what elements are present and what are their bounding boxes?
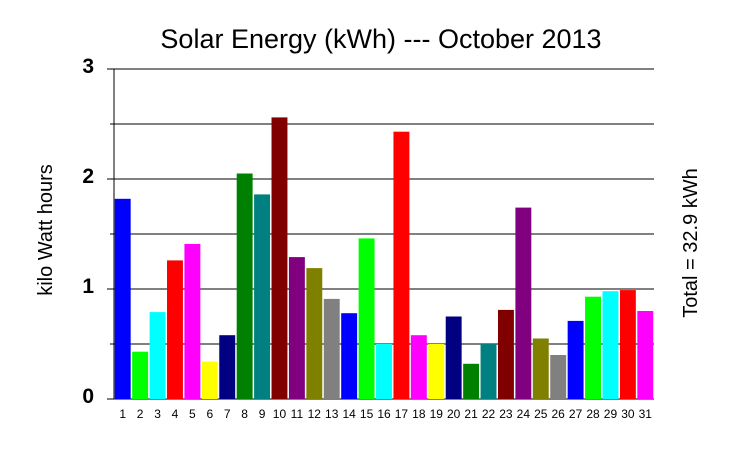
- bar: [271, 117, 288, 400]
- bar: [585, 296, 601, 399]
- x-tick-label: 9: [259, 407, 266, 421]
- x-tick-label: 25: [534, 407, 548, 421]
- bar: [358, 238, 375, 399]
- bar: [236, 173, 253, 399]
- x-tick-label: 12: [308, 407, 322, 421]
- x-tick-label: 20: [447, 407, 461, 421]
- x-tick-label: 1: [119, 407, 126, 421]
- bar: [114, 198, 131, 399]
- x-tick-label: 21: [464, 407, 478, 421]
- bar: [393, 131, 410, 399]
- x-tick-label: 3: [154, 407, 161, 421]
- bar: [149, 312, 166, 399]
- bar: [567, 320, 584, 399]
- x-tick-label: 29: [604, 407, 618, 421]
- bar: [132, 351, 149, 399]
- bar: [376, 344, 392, 399]
- bar: [201, 361, 218, 399]
- bar: [619, 290, 636, 399]
- x-tick-label: 7: [224, 407, 231, 421]
- x-tick-label: 10: [273, 407, 287, 421]
- bar: [341, 313, 358, 399]
- bar: [254, 194, 271, 399]
- x-tick-label: 11: [291, 407, 304, 421]
- bar: [428, 344, 445, 399]
- y-tick-label: 3: [82, 55, 94, 78]
- bar: [515, 207, 532, 399]
- x-tick-label: 18: [412, 407, 426, 421]
- bar: [480, 344, 497, 399]
- x-tick-label: 27: [569, 407, 583, 421]
- y-axis-label: kilo Watt hours: [35, 164, 57, 296]
- x-tick-label: 8: [241, 407, 248, 421]
- bar: [410, 335, 427, 399]
- bar: [445, 316, 462, 399]
- x-tick-label: 4: [172, 407, 179, 421]
- bars: [114, 117, 654, 400]
- x-tick-label: 24: [517, 407, 531, 421]
- bar: [497, 309, 514, 399]
- bar: [637, 311, 654, 399]
- y-tick-label: 0: [82, 385, 94, 408]
- bar: [184, 243, 201, 399]
- bar: [288, 257, 305, 399]
- bar: [550, 355, 567, 399]
- bar: [219, 335, 236, 399]
- x-tick-label: 5: [189, 407, 196, 421]
- chart-title: Solar Energy (kWh) --- October 2013: [160, 24, 601, 54]
- x-tick-labels: 1 2 3 4 5 6 7 8 9 10 11 12 13 14 15 16 17 18 19 20 21 22 23 24 2…: [119, 407, 652, 421]
- bar: [167, 260, 183, 399]
- y-tick-label: 2: [82, 165, 94, 188]
- x-tick-label: 14: [342, 407, 356, 421]
- bar: [463, 363, 480, 399]
- x-tick-label: 17: [395, 407, 409, 421]
- x-tick-label: 26: [552, 407, 566, 421]
- x-tick-label: 19: [430, 407, 444, 421]
- x-tick-label: 28: [586, 407, 600, 421]
- x-tick-label: 15: [360, 407, 374, 421]
- total-label: Total = 32.9 kWh: [680, 168, 702, 318]
- x-tick-label: 30: [621, 407, 635, 421]
- x-tick-label: 6: [206, 407, 213, 421]
- x-tick-label: 31: [639, 407, 653, 421]
- x-tick-label: 22: [482, 407, 496, 421]
- x-tick-label: 23: [499, 407, 513, 421]
- y-tick-labels: 0 1 2 3: [82, 55, 94, 408]
- bar: [323, 298, 340, 399]
- bar: [306, 268, 323, 399]
- bar: [602, 291, 619, 399]
- x-tick-label: 2: [137, 407, 144, 421]
- bar: [532, 338, 549, 399]
- x-tick-label: 16: [377, 407, 391, 421]
- y-tick-label: 1: [82, 275, 94, 298]
- x-tick-label: 13: [325, 407, 339, 421]
